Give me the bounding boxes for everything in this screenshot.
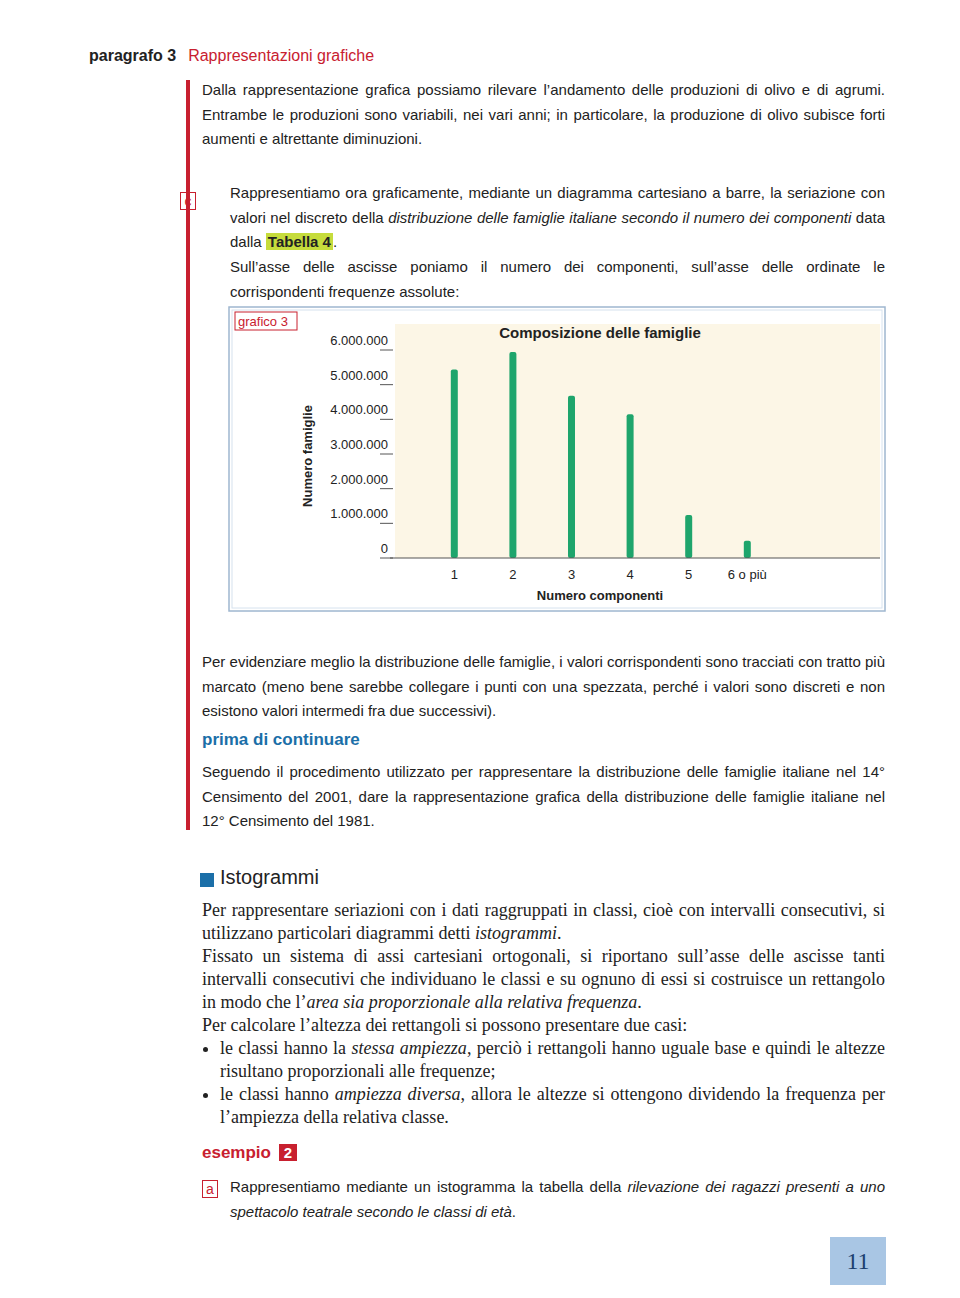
chart-title: Composizione delle famiglie [499, 324, 701, 341]
text-run: distribuzione delle famiglie italiane se… [388, 209, 851, 226]
tick-label: 3.000.000 [330, 437, 388, 452]
example-label: esempio [202, 1143, 271, 1162]
exercise-text: Seguendo il procedimento utilizzato per … [202, 760, 885, 834]
tick-mark [380, 454, 393, 455]
category-label: 6 o più [728, 567, 767, 582]
tick-mark [380, 384, 393, 385]
paragraph: Per evidenziare meglio la distribuzione … [202, 650, 885, 724]
bar [744, 541, 751, 558]
section-title: Rappresentazioni grafiche [188, 47, 374, 64]
bar [685, 515, 692, 558]
histogram-text: Per rappresentare seriazioni con i dati … [202, 899, 885, 1129]
tick-label: 6.000.000 [330, 333, 388, 348]
tag-box [235, 312, 297, 330]
text-run: . [512, 1203, 516, 1220]
example-text: Rappresentiamo mediante un istogramma la… [230, 1175, 885, 1224]
tick-mark [380, 419, 393, 420]
bullet-list: le classi hanno la stessa ampiezza, perc… [202, 1037, 885, 1129]
paragraph: Per rappresentare seriazioni con i dati … [202, 899, 885, 945]
tick-mark [380, 350, 393, 351]
section-heading: Istogrammi [220, 866, 319, 889]
highlight: Tabella 4 [266, 233, 333, 250]
chart: grafico 3 Composizione delle famiglie 0 1.0… [228, 306, 888, 614]
text-run: le classi hanno [220, 1084, 335, 1104]
category-label: 1 [451, 567, 458, 582]
plot-background [395, 324, 880, 558]
section-label: paragrafo 3 [89, 47, 176, 64]
text-run: le classi hanno la [220, 1038, 351, 1058]
text-run: . [557, 923, 562, 943]
header: paragrafo 3 Rappresentazioni grafiche [89, 47, 374, 65]
text-run: . [333, 233, 337, 250]
text-run: istogrammi [475, 923, 557, 943]
tag: grafico 3 [238, 314, 288, 329]
bars [451, 352, 751, 558]
example-heading: esempio 2 [202, 1143, 297, 1163]
category-label: 5 [685, 567, 692, 582]
tick-label: 2.000.000 [330, 472, 388, 487]
text-run: . [637, 992, 642, 1012]
category-label: 2 [509, 567, 516, 582]
bullet: le classi hanno la stessa ampiezza, perc… [220, 1037, 885, 1083]
tick-label: 1.000.000 [330, 506, 388, 521]
chart-frame-inner [232, 310, 882, 608]
paragraph: Per calcolare l’altezza dei rettangoli s… [202, 1014, 885, 1037]
bar [627, 414, 634, 558]
bar [568, 396, 575, 558]
example-number: 2 [279, 1144, 297, 1161]
text-run: area sia proporzionale alla relativa fre… [306, 992, 637, 1012]
paragraph: Fissato un sistema di assi cartesiani or… [202, 945, 885, 1014]
tick-label: 4.000.000 [330, 402, 388, 417]
heading-square [200, 873, 214, 887]
tick-mark [380, 488, 393, 489]
bar [451, 369, 458, 558]
paragraph: Sull’asse delle ascisse poniamo il numer… [230, 255, 885, 304]
chart-svg: grafico 3 Composizione delle famiglie 0 1.0… [228, 306, 888, 614]
y-axis-label: Numero famiglie [300, 405, 315, 507]
text-run: stessa ampiezza [351, 1038, 466, 1058]
tick-mark [380, 523, 393, 524]
tick-label: 0 [381, 541, 388, 556]
bullet: le classi hanno ampiezza diversa, allora… [220, 1083, 885, 1129]
category-label: 4 [626, 567, 633, 582]
intro: Dalla rappresentazione grafica possiamo … [202, 78, 885, 152]
item-letter: a [202, 1180, 218, 1198]
text-run: ampiezza diversa [335, 1084, 461, 1104]
bar [509, 352, 516, 558]
x-axis [390, 558, 880, 559]
item-letter: c [180, 192, 196, 210]
page-number: 11 [830, 1237, 886, 1285]
chart-frame [229, 307, 885, 611]
paragraph: Rappresentiamo ora graficamente, mediant… [230, 181, 885, 255]
x-axis-label: Numero componenti [537, 588, 663, 603]
category-label: 3 [568, 567, 575, 582]
tick-label: 5.000.000 [330, 368, 388, 383]
text-run: Rappresentiamo mediante un istogramma la… [230, 1178, 627, 1195]
exercise-heading: prima di continuare [202, 730, 360, 750]
